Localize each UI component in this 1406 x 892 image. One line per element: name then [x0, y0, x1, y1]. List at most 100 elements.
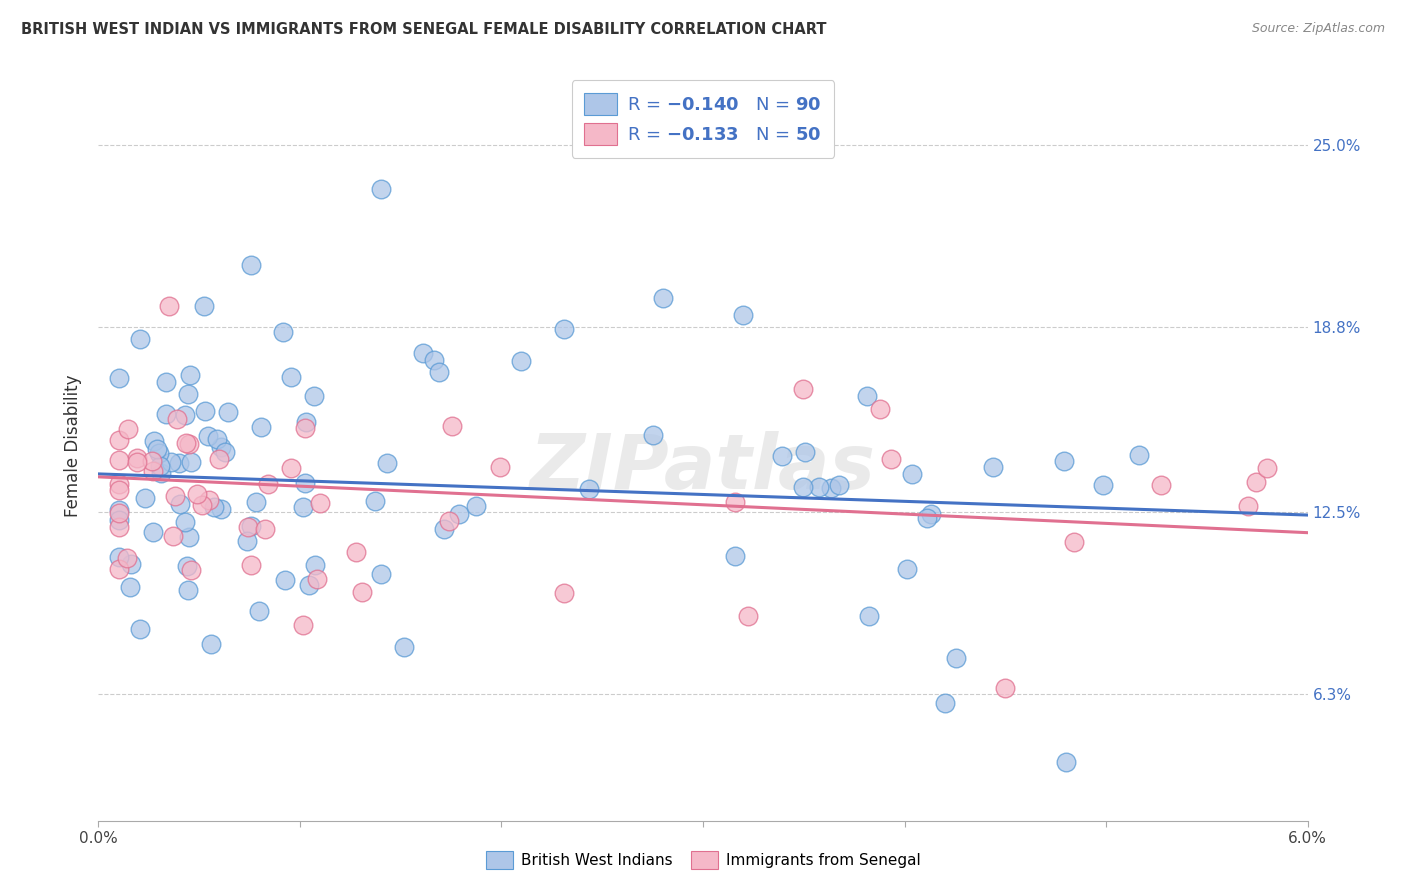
Point [202, 500, 225, 514]
Point [981, 459, 1004, 474]
Point [177, 386, 200, 401]
Point [240, 518, 263, 533]
Point [294, 421, 316, 435]
Legend: R = $\mathbf{-0.140}$   N = $\mathbf{90}$, R = $\mathbf{-0.133}$   N = $\mathbf{: R = $\mathbf{-0.140}$ N = $\mathbf{90}$,… [571, 80, 835, 158]
Point [945, 650, 967, 665]
Point [820, 481, 842, 495]
Point [107, 452, 129, 467]
Point [423, 353, 446, 368]
Point [273, 573, 295, 587]
Point [733, 308, 755, 322]
Point [304, 389, 326, 403]
Point [162, 529, 184, 543]
Point [169, 497, 191, 511]
Point [247, 604, 270, 618]
Point [271, 325, 294, 339]
Point [917, 511, 939, 525]
Point [578, 482, 600, 496]
Point [295, 416, 318, 430]
Point [108, 549, 131, 564]
Point [439, 514, 461, 528]
Point [159, 454, 181, 468]
Point [129, 622, 152, 636]
Point [107, 477, 129, 491]
Point [125, 450, 148, 465]
Point [724, 495, 747, 509]
Text: Source: ZipAtlas.com: Source: ZipAtlas.com [1251, 22, 1385, 36]
Point [1063, 535, 1085, 549]
Point [143, 434, 166, 448]
Point [179, 531, 201, 545]
Point [488, 460, 510, 475]
Point [344, 545, 367, 559]
Point [197, 429, 219, 443]
Point [1236, 500, 1258, 514]
Point [200, 637, 222, 651]
Point [197, 492, 219, 507]
Point [205, 432, 228, 446]
Point [901, 467, 924, 482]
Point [724, 549, 747, 563]
Point [176, 559, 198, 574]
Point [1150, 478, 1173, 492]
Point [304, 558, 326, 573]
Text: ZIPatlas: ZIPatlas [530, 432, 876, 506]
Point [307, 572, 329, 586]
Point [236, 534, 259, 549]
Point [127, 455, 149, 469]
Point [770, 449, 793, 463]
Point [141, 453, 163, 467]
Point [193, 299, 215, 313]
Point [107, 562, 129, 576]
Point [792, 480, 814, 494]
Point [149, 459, 172, 474]
Point [150, 467, 173, 481]
Point [249, 419, 271, 434]
Point [155, 407, 177, 421]
Point [737, 609, 759, 624]
Point [236, 520, 259, 534]
Point [792, 382, 814, 396]
Point [180, 455, 202, 469]
Point [107, 507, 129, 521]
Point [148, 446, 170, 460]
Point [294, 475, 316, 490]
Point [298, 578, 321, 592]
Point [134, 491, 156, 505]
Point [553, 321, 575, 335]
Point [651, 291, 673, 305]
Point [896, 562, 918, 576]
Point [1091, 477, 1114, 491]
Point [107, 434, 129, 448]
Point [994, 681, 1017, 696]
Point [245, 495, 267, 509]
Point [1054, 755, 1077, 769]
Point [239, 258, 262, 272]
Point [186, 487, 208, 501]
Point [174, 515, 197, 529]
Point [214, 444, 236, 458]
Point [375, 456, 398, 470]
Point [808, 480, 831, 494]
Point [155, 375, 177, 389]
Point [173, 409, 195, 423]
Point [208, 451, 231, 466]
Point [440, 419, 463, 434]
Point [166, 411, 188, 425]
Point [370, 567, 392, 582]
Point [254, 522, 277, 536]
Point [641, 427, 664, 442]
Point [449, 507, 471, 521]
Point [934, 696, 956, 710]
Point [1128, 448, 1150, 462]
Point [1053, 454, 1076, 468]
Point [433, 522, 456, 536]
Point [364, 493, 387, 508]
Point [292, 618, 315, 632]
Text: BRITISH WEST INDIAN VS IMMIGRANTS FROM SENEGAL FEMALE DISABILITY CORRELATION CHA: BRITISH WEST INDIAN VS IMMIGRANTS FROM S… [21, 22, 827, 37]
Point [179, 368, 201, 382]
Point [1256, 461, 1278, 475]
Point [107, 520, 129, 534]
Point [115, 551, 138, 566]
Point [194, 403, 217, 417]
